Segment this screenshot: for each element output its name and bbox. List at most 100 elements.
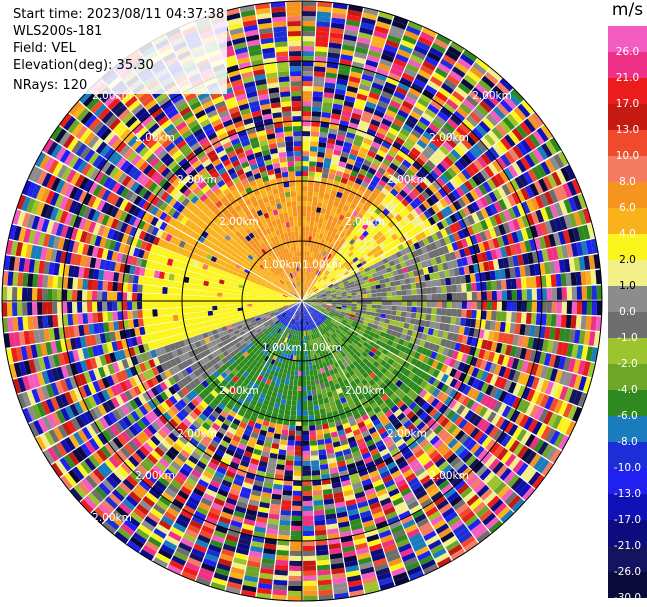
velocity-gate (309, 290, 314, 295)
velocity-gate (488, 146, 500, 160)
velocity-gate (312, 96, 323, 102)
velocity-gate (366, 96, 379, 105)
velocity-gate (309, 291, 315, 296)
velocity-gate (346, 85, 358, 94)
velocity-gate (591, 301, 598, 316)
velocity-gate (548, 261, 556, 274)
velocity-gate (426, 307, 432, 314)
velocity-gate (311, 301, 317, 303)
velocity-gate (314, 56, 327, 63)
velocity-gate (290, 535, 302, 541)
velocity-gate (444, 226, 453, 236)
velocity-gate (303, 590, 318, 596)
velocity-gate (382, 273, 389, 279)
velocity-gate (422, 237, 430, 246)
velocity-gate (499, 321, 506, 333)
velocity-gate (336, 78, 348, 86)
velocity-gate (459, 53, 475, 66)
velocity-gate (330, 262, 336, 268)
velocity-gate (391, 158, 402, 168)
velocity-gate (316, 298, 322, 301)
velocity-gate (451, 292, 457, 301)
velocity-gate (443, 269, 451, 278)
velocity-gate (367, 184, 376, 192)
velocity-gate (456, 292, 462, 301)
velocity-gate (375, 195, 384, 204)
velocity-gate (346, 293, 352, 297)
velocity-gate (294, 370, 299, 376)
velocity-gate (356, 41, 370, 50)
velocity-gate (294, 445, 302, 451)
velocity-gate (331, 17, 346, 25)
velocity-gate (455, 276, 462, 285)
velocity-gate (378, 242, 386, 249)
velocity-gate (341, 303, 347, 306)
velocity-gate (361, 307, 367, 311)
velocity-gate (286, 369, 291, 376)
velocity-gate (302, 510, 314, 516)
velocity-gate (416, 307, 422, 313)
velocity-gate (475, 83, 489, 96)
velocity-gate (447, 332, 454, 341)
velocity-gate (305, 276, 308, 282)
velocity-gate (348, 268, 354, 274)
velocity-gate (302, 480, 312, 486)
velocity-gate (453, 110, 466, 122)
velocity-gate (435, 177, 446, 188)
velocity-gate (380, 53, 395, 63)
velocity-gate (475, 198, 485, 210)
velocity-gate (434, 271, 441, 280)
velocity-gate (318, 141, 327, 148)
velocity-gate (446, 308, 452, 317)
velocity-gate (571, 286, 577, 300)
velocity-gate (302, 5, 317, 12)
velocity-gate (539, 193, 549, 207)
velocity-gate (312, 490, 323, 496)
velocity-gate (523, 118, 536, 133)
velocity-gate (527, 252, 534, 265)
velocity-gate (302, 490, 313, 496)
velocity-gate (351, 248, 358, 254)
velocity-gate (575, 271, 582, 286)
velocity-gate (359, 280, 365, 286)
velocity-gate (482, 117, 495, 130)
velocity-gate (308, 231, 313, 237)
velocity-gate (342, 278, 348, 283)
velocity-gate (469, 111, 482, 124)
velocity-gate (338, 160, 347, 168)
velocity-gate (489, 320, 496, 331)
velocity-gate (288, 385, 294, 391)
velocity-gate (345, 163, 354, 171)
velocity-gate (519, 265, 526, 278)
velocity-gate (435, 256, 442, 265)
velocity-gate (535, 209, 545, 223)
velocity-gate (544, 206, 554, 220)
velocity-gate (336, 218, 343, 226)
velocity-gate (484, 229, 492, 240)
velocity-gate (463, 246, 471, 257)
velocity-gate (399, 219, 407, 228)
velocity-gate (375, 256, 382, 263)
velocity-gate (316, 389, 322, 395)
velocity-gate (356, 262, 363, 269)
velocity-gate (313, 222, 319, 228)
velocity-gate (376, 68, 389, 77)
velocity-gate (342, 205, 350, 212)
velocity-gate (416, 294, 422, 301)
velocity-gate (310, 445, 318, 451)
velocity-gate (504, 151, 516, 164)
velocity-gate (524, 153, 536, 168)
velocity-gate (360, 250, 367, 257)
velocity-gate (373, 109, 385, 118)
velocity-gate (389, 319, 395, 326)
velocity-gate (481, 291, 487, 301)
velocity-gate (320, 117, 331, 124)
velocity-gate (520, 312, 527, 324)
velocity-gate (463, 180, 474, 192)
velocity-gate (314, 289, 319, 293)
velocity-gate (475, 58, 490, 71)
velocity-gate (449, 70, 463, 82)
velocity-gate (355, 98, 367, 106)
velocity-gate (302, 151, 310, 157)
velocity-gate (342, 268, 348, 274)
